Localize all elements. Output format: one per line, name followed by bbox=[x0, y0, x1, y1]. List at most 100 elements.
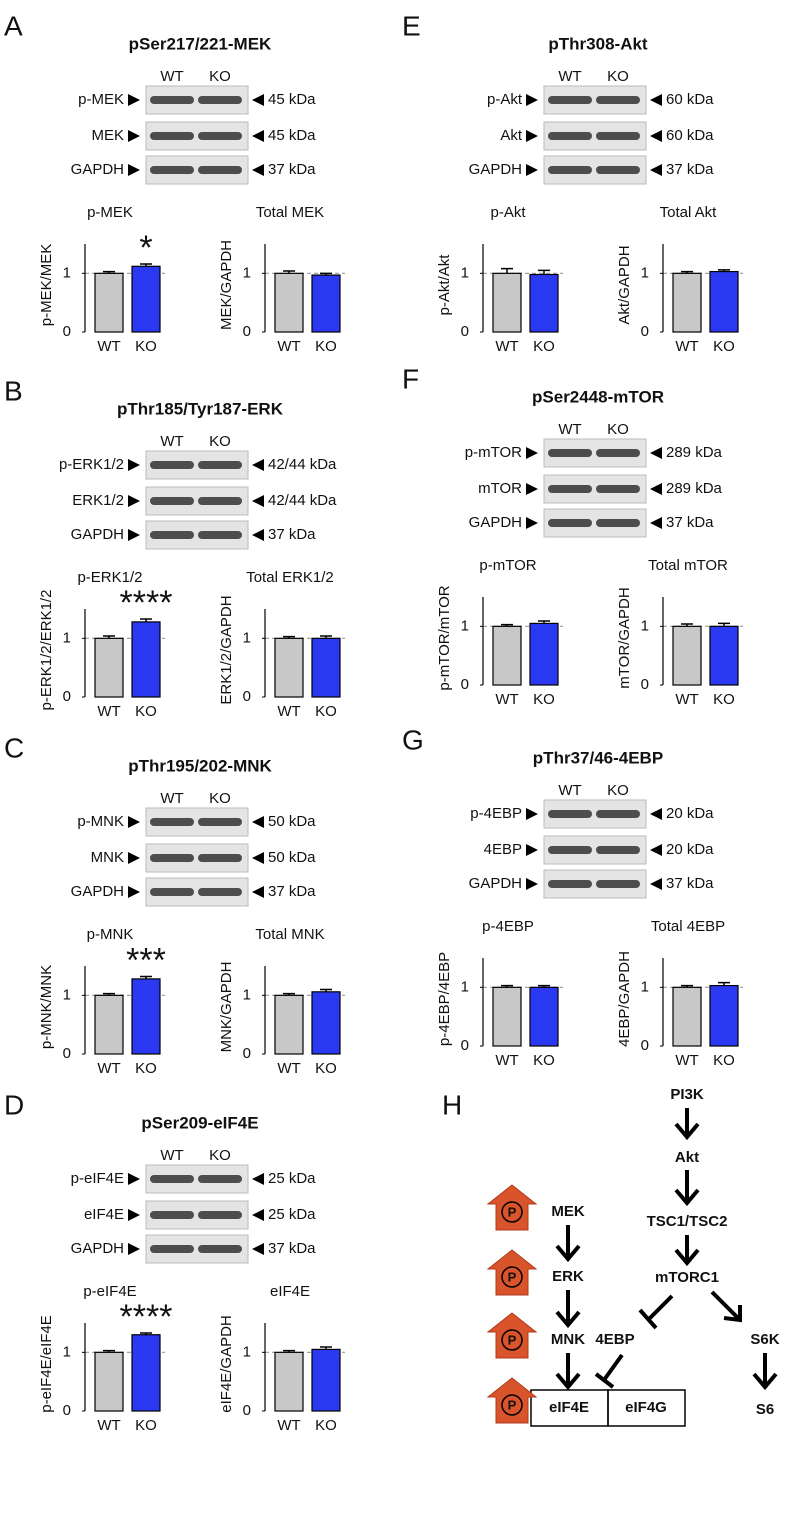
significance: *** bbox=[126, 942, 166, 980]
x-tick-label: KO bbox=[315, 703, 337, 720]
arrowhead bbox=[526, 878, 538, 890]
panel-label: A bbox=[4, 10, 23, 41]
blot-label: GAPDH bbox=[71, 1240, 124, 1257]
band bbox=[596, 485, 640, 493]
arrows bbox=[555, 1108, 778, 1391]
band bbox=[150, 1245, 194, 1253]
error-bar bbox=[140, 618, 152, 622]
phospho-circle bbox=[501, 1329, 523, 1351]
arrowhead bbox=[128, 1243, 140, 1255]
x-tick-label: KO bbox=[713, 338, 735, 355]
chart-title: p-4EBP bbox=[482, 918, 534, 935]
x-tick-label: WT bbox=[675, 691, 698, 708]
y-axis-label: p-mTOR/mTOR bbox=[436, 585, 453, 690]
y-tick-label: 0 bbox=[243, 688, 251, 705]
bar bbox=[274, 272, 304, 333]
y-tick-label: 0 bbox=[63, 1402, 71, 1419]
x-tick-label: WT bbox=[675, 338, 698, 355]
arrowhead bbox=[650, 130, 662, 142]
y-axis-label: p-Akt/Akt bbox=[436, 254, 453, 316]
x-tick-label: KO bbox=[713, 691, 735, 708]
band bbox=[150, 1211, 194, 1219]
panel-title: pThr185/Tyr187-ERK bbox=[117, 399, 284, 418]
x-tick-label: WT bbox=[495, 1052, 518, 1069]
y-tick-label: 0 bbox=[243, 1402, 251, 1419]
size-label: 50 kDa bbox=[268, 849, 316, 866]
panel-label: H bbox=[442, 1089, 462, 1120]
band bbox=[548, 166, 592, 174]
chart-title: Total MNK bbox=[255, 926, 324, 943]
y-axis-label: MEK/GAPDH bbox=[218, 240, 235, 330]
arrow bbox=[555, 1290, 581, 1329]
band bbox=[198, 1245, 242, 1253]
band bbox=[150, 497, 194, 505]
size-label: 25 kDa bbox=[268, 1170, 316, 1187]
size-label: 37 kDa bbox=[666, 161, 714, 178]
blot-label: 4EBP bbox=[484, 841, 522, 858]
arrowhead bbox=[526, 844, 538, 856]
phospho-circle bbox=[501, 1266, 523, 1288]
chart-title: Total ERK1/2 bbox=[246, 569, 334, 586]
x-tick-label: WT bbox=[97, 1060, 120, 1077]
lane-label: WT bbox=[558, 68, 581, 85]
bar bbox=[131, 1334, 161, 1412]
arrowhead bbox=[252, 816, 264, 828]
panel-title: pSer2448-mTOR bbox=[532, 387, 664, 406]
arrowhead bbox=[526, 483, 538, 495]
band bbox=[548, 846, 592, 854]
lane-label: KO bbox=[607, 421, 629, 438]
phospho-label: P bbox=[508, 1269, 517, 1284]
band bbox=[150, 461, 194, 469]
error-bar bbox=[501, 623, 513, 627]
blot-label: mTOR bbox=[478, 480, 522, 497]
chart-title: eIF4E bbox=[270, 1283, 310, 1300]
bar bbox=[311, 991, 341, 1055]
blot-label: p-mTOR bbox=[465, 444, 522, 461]
error-bar bbox=[538, 269, 550, 275]
band bbox=[198, 818, 242, 826]
arrowhead bbox=[650, 517, 662, 529]
pathway-diagram bbox=[530, 1108, 778, 1427]
error-bar bbox=[103, 635, 115, 639]
band bbox=[150, 1175, 194, 1183]
error-bar bbox=[103, 992, 115, 996]
arrowhead bbox=[128, 529, 140, 541]
bar bbox=[492, 625, 522, 686]
node-label: MEK bbox=[551, 1203, 585, 1220]
x-tick-label: WT bbox=[97, 1417, 120, 1434]
arrowhead bbox=[650, 483, 662, 495]
bar bbox=[311, 274, 341, 333]
error-bar bbox=[103, 270, 115, 274]
lane-label: KO bbox=[209, 790, 231, 807]
band bbox=[150, 166, 194, 174]
error-bar bbox=[320, 635, 332, 639]
bar bbox=[492, 986, 522, 1047]
error-bar bbox=[103, 1349, 115, 1353]
band bbox=[548, 96, 592, 104]
arrowhead bbox=[128, 886, 140, 898]
x-tick-label: WT bbox=[277, 1060, 300, 1077]
lane-label: KO bbox=[607, 68, 629, 85]
size-label: 45 kDa bbox=[268, 127, 316, 144]
arrowhead bbox=[252, 852, 264, 864]
lane-label: WT bbox=[558, 782, 581, 799]
panel-title: pThr37/46-4EBP bbox=[533, 748, 663, 767]
y-axis-label: p-eIF4E/eIF4E bbox=[38, 1315, 55, 1413]
lane-label: WT bbox=[160, 68, 183, 85]
y-tick-label: 1 bbox=[63, 986, 71, 1003]
lane-label: KO bbox=[209, 433, 231, 450]
arrowhead bbox=[526, 517, 538, 529]
band bbox=[548, 449, 592, 457]
y-tick-label: 1 bbox=[641, 264, 649, 281]
arrowhead bbox=[128, 130, 140, 142]
x-tick-label: KO bbox=[315, 338, 337, 355]
bar bbox=[311, 637, 341, 698]
bar bbox=[131, 265, 161, 333]
band bbox=[596, 880, 640, 888]
y-tick-label: 1 bbox=[63, 264, 71, 281]
arrowhead bbox=[252, 459, 264, 471]
significance: * bbox=[139, 229, 152, 267]
y-axis-label: eIF4E/GAPDH bbox=[218, 1315, 235, 1413]
y-tick-label: 1 bbox=[461, 264, 469, 281]
y-tick-label: 0 bbox=[243, 323, 251, 340]
